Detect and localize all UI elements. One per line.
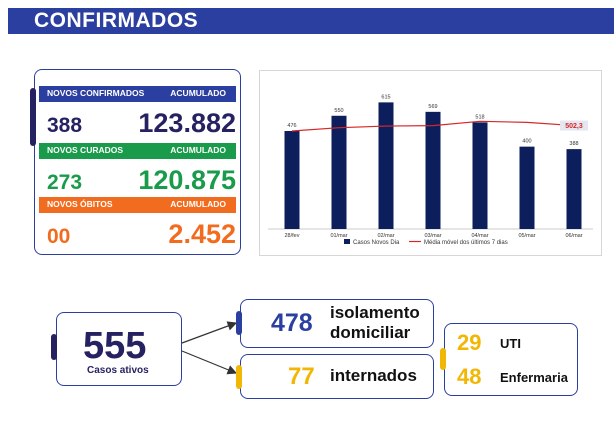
bar [425,111,441,229]
obitos-total-value: 2.452 [168,219,236,249]
bar-value-label: 615 [381,94,390,100]
curados-new-value: 273 [47,171,83,194]
internados-label: internados [330,366,417,385]
internados-box: 77 internados [240,354,434,399]
confirmados-new-value: 388 [47,114,83,137]
bar-value-label: 476 [287,123,296,129]
bar [378,102,394,229]
highlight-label: 502,3 [565,123,583,130]
isolamento-label-line2: domiciliar [330,323,411,342]
highlight-label-bg [560,120,588,131]
x-tick-label: 05/mar [518,233,535,239]
obitos-new-value: 00 [47,225,71,248]
curados-label: NOVOS CURADOS [47,145,124,155]
bar-value-label: 388 [569,141,578,147]
x-tick-label: 06/mar [565,233,582,239]
arrow-to-isolamento [181,321,238,344]
bar-value-label: 518 [475,114,484,120]
isolamento-label-line1: isolamento [330,303,420,322]
uti-value: 29 [457,330,482,355]
isolamento-label: isolamento domiciliar [330,303,420,343]
bar [284,131,300,229]
page-title: CONFIRMADOS [34,9,199,32]
curados-label-bar: NOVOS CURADOS ACUMULADO [39,143,236,159]
arrow-to-internados [181,350,238,375]
isolamento-value: 478 [271,309,313,337]
obitos-acumulado-label: ACUMULADO [170,199,226,209]
confirmados-label-bar: NOVOS CONFIRMADOS ACUMULADO [39,86,236,102]
bar [566,149,582,229]
x-tick-label: 02/mar [377,233,394,239]
enfermaria-value: 48 [457,364,482,389]
legend-swatch-bars [344,239,350,244]
flow-arrows [181,321,238,375]
curados-total-value: 120.875 [138,165,236,195]
enfermaria-label: Enfermaria [500,370,568,385]
isolamento-accent [236,311,242,335]
bar [519,146,535,229]
confirmados-acumulado-label: ACUMULADO [170,88,226,98]
leitos-box: 29 UTI 48 Enfermaria [444,323,578,396]
daily-cases-chart: 476 28/fev 550 01/mar 615 02/mar 569 03/mar 518 0… [259,70,602,256]
casos-ativos-value: 555 [83,325,147,367]
stats-panel: NOVOS CONFIRMADOS ACUMULADO 388 123.882 … [30,69,241,255]
bar-value-label: 569 [428,104,437,110]
obitos-label: NOVOS ÓBITOS [47,199,113,209]
uti-label: UTI [500,336,521,351]
casos-ativos-box: 555 Casos ativos [56,312,182,386]
x-tick-label: 01/mar [330,233,347,239]
legend-label-bars: Casos Novos Dia [353,240,400,246]
bar-value-label: 550 [334,108,343,114]
confirmados-label: NOVOS CONFIRMADOS [47,88,145,98]
bar [472,122,488,229]
casos-ativos-label: Casos ativos [87,365,149,376]
confirmados-total-value: 123.882 [138,108,236,138]
internados-accent [236,365,242,389]
internados-value: 77 [288,363,315,390]
x-tick-label: 04/mar [471,233,488,239]
legend-label-line: Média móvel dos últimos 7 dias [424,240,508,246]
isolamento-box: 478 isolamento domiciliar [240,299,434,348]
x-tick-label: 28/fev [285,233,300,239]
x-tick-label: 03/mar [424,233,441,239]
curados-acumulado-label: ACUMULADO [170,145,226,155]
casos-ativos-accent [51,334,57,360]
chart-svg: 476 28/fev 550 01/mar 615 02/mar 569 03/mar 518 0… [268,94,593,246]
header-banner: CONFIRMADOS [8,8,614,34]
leitos-accent [440,348,446,370]
moving-average-line [291,120,575,132]
bar-value-label: 400 [522,139,531,145]
bar [331,115,347,229]
obitos-label-bar: NOVOS ÓBITOS ACUMULADO [39,197,236,213]
accent-bar-confirmados [30,88,36,146]
